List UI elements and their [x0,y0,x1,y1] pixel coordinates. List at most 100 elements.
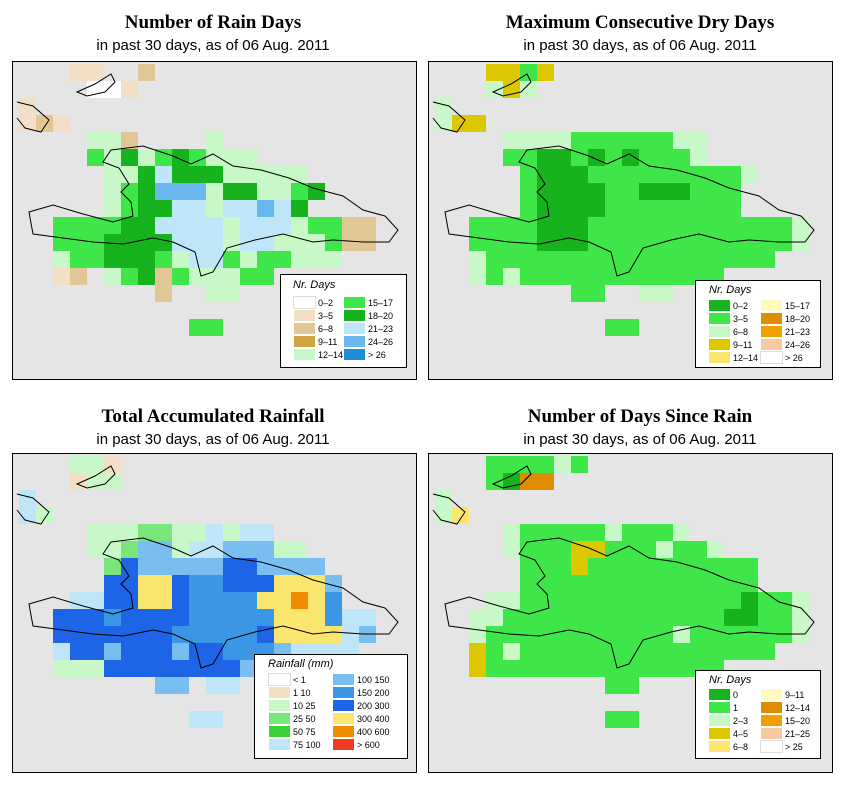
map-cell [656,149,673,166]
map-cell [206,268,223,285]
map-cell [605,558,622,575]
map-cell [206,200,223,217]
map-cell [656,285,673,302]
map-cell [503,456,520,473]
map-cell [554,217,571,234]
map-cell [70,643,87,660]
map-cell [189,251,206,268]
map-cell [741,234,758,251]
map-cell [308,558,325,575]
map-cell [690,575,707,592]
map-cell [274,166,291,183]
map-cell [656,626,673,643]
map-cell [690,626,707,643]
map-cell [622,217,639,234]
map-cell [469,609,486,626]
legend-label: 21–23 [368,324,394,334]
map-cell [724,251,741,268]
map-cell [274,558,291,575]
map-cell [342,217,359,234]
map-cell [588,626,605,643]
map-cell [622,643,639,660]
map-cell [189,200,206,217]
legend-swatch [344,336,365,347]
map-cell [520,132,537,149]
map-cell [223,524,240,541]
map-cell [537,660,554,677]
map-cell [155,524,172,541]
map-cell [223,234,240,251]
map-cell [707,541,724,558]
map-cell [291,592,308,609]
map-cell [588,217,605,234]
legend-label: 9–11 [318,337,338,347]
map-cell [571,558,588,575]
legend-swatch [761,313,782,324]
map-cell [707,592,724,609]
map-cell [656,183,673,200]
map-cell [605,251,622,268]
map-cell [206,541,223,558]
legend-label: 0–2 [733,301,749,311]
map-cell [537,524,554,541]
map-cell [138,524,155,541]
map-cell [223,626,240,643]
map-cell [724,558,741,575]
map-cell [70,64,87,81]
legend-swatch [761,715,782,726]
map-cell [588,251,605,268]
map-cell [240,234,257,251]
map-cell [622,558,639,575]
map-cell [87,643,104,660]
map-cell [792,217,809,234]
map-cell [189,183,206,200]
map-cell [673,575,690,592]
map-cell [537,132,554,149]
map-cell [274,234,291,251]
map-cell [155,626,172,643]
map-cell [325,626,342,643]
map-cell [172,558,189,575]
map-cell [189,524,206,541]
map-cell [138,541,155,558]
map-cell [622,268,639,285]
legend-swatch [761,326,782,337]
map-cell [605,711,622,728]
map-cell [758,643,775,660]
map-cell [639,183,656,200]
legend-title: Nr. Days [709,674,752,686]
map-cell [189,234,206,251]
map-cell [155,149,172,166]
map-cell [673,660,690,677]
map-cell [104,660,121,677]
legend-label: 2–3 [733,716,749,726]
map-cell [622,234,639,251]
map-cell [172,183,189,200]
map-cell [707,234,724,251]
map-cell [342,626,359,643]
map-cell [308,626,325,643]
map-cell [503,660,520,677]
map-cell [690,166,707,183]
map-cell [571,149,588,166]
map-cell [486,268,503,285]
map-cell [486,217,503,234]
map-cell [206,285,223,302]
map-cell [775,217,792,234]
map-cell [537,541,554,558]
map-cell [325,592,342,609]
map-cell [520,234,537,251]
map-cell [656,575,673,592]
map-cell [172,541,189,558]
map-cell [639,234,656,251]
map-cell [571,592,588,609]
map-cell [520,183,537,200]
map-cell [206,524,223,541]
map-cell [588,541,605,558]
legend-label: 1 [733,703,739,713]
map-cell [452,115,469,132]
map-cell [520,575,537,592]
island-outline [28,145,399,277]
map-cell [537,149,554,166]
map-cell [741,626,758,643]
